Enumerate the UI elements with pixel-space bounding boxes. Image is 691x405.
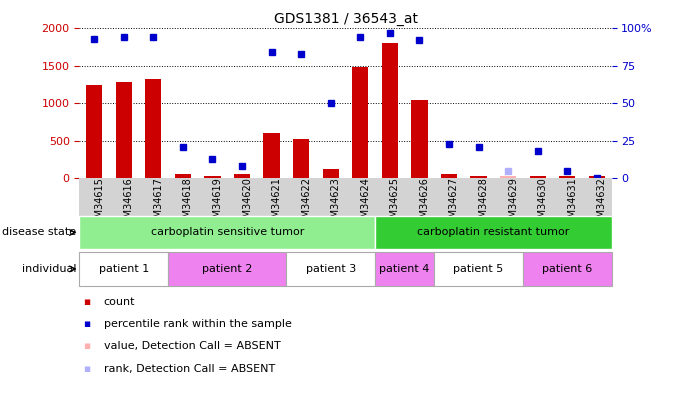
Bar: [168, 252, 286, 286]
Text: patient 1: patient 1: [99, 264, 149, 274]
Text: patient 2: patient 2: [202, 264, 252, 274]
Bar: [145, 79, 162, 178]
Bar: [263, 133, 280, 178]
Text: individual: individual: [21, 264, 76, 274]
Bar: [352, 66, 368, 178]
Bar: [375, 216, 612, 249]
Bar: [471, 176, 486, 178]
Text: count: count: [104, 297, 135, 307]
Text: ◾: ◾: [83, 341, 90, 351]
Bar: [441, 175, 457, 178]
Bar: [411, 100, 428, 178]
Text: rank, Detection Call = ABSENT: rank, Detection Call = ABSENT: [104, 364, 275, 373]
Bar: [234, 175, 250, 178]
Text: disease state: disease state: [2, 228, 76, 237]
Bar: [381, 43, 398, 178]
Text: patient 4: patient 4: [379, 264, 430, 274]
Bar: [293, 139, 310, 178]
Text: patient 3: patient 3: [305, 264, 356, 274]
Bar: [500, 176, 516, 178]
Bar: [205, 176, 220, 178]
Text: value, Detection Call = ABSENT: value, Detection Call = ABSENT: [104, 341, 281, 351]
Text: ◾: ◾: [83, 319, 90, 329]
Bar: [115, 82, 132, 178]
Bar: [79, 216, 375, 249]
Bar: [434, 252, 523, 286]
Bar: [589, 176, 605, 178]
Bar: [86, 85, 102, 178]
Bar: [375, 252, 434, 286]
Text: patient 6: patient 6: [542, 264, 592, 274]
Text: patient 5: patient 5: [453, 264, 504, 274]
Bar: [529, 176, 546, 178]
Bar: [323, 169, 339, 178]
Text: percentile rank within the sample: percentile rank within the sample: [104, 319, 292, 329]
Bar: [286, 252, 375, 286]
Text: GDS1381 / 36543_at: GDS1381 / 36543_at: [274, 12, 417, 26]
Text: ◾: ◾: [83, 297, 90, 307]
Text: carboplatin resistant tumor: carboplatin resistant tumor: [417, 228, 569, 237]
Bar: [559, 176, 576, 178]
Bar: [79, 252, 168, 286]
Text: carboplatin sensitive tumor: carboplatin sensitive tumor: [151, 228, 304, 237]
Bar: [523, 252, 612, 286]
Text: ◾: ◾: [83, 364, 90, 373]
Bar: [175, 175, 191, 178]
